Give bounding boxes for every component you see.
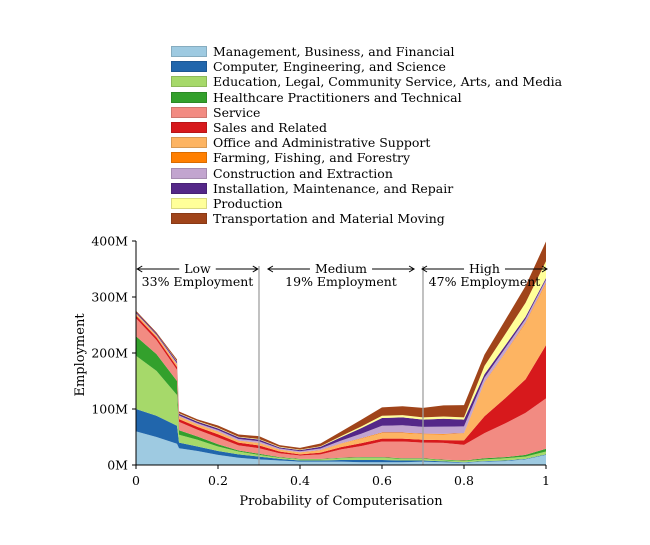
legend-item-management-business-and-financial: Management, Business, and Financial — [171, 44, 562, 59]
legend-swatch — [171, 167, 207, 179]
legend-swatch — [171, 61, 207, 73]
area-management-business-and-financial — [136, 431, 546, 465]
right-arrowhead-icon — [408, 265, 416, 273]
x-tick-label: 0.2 — [208, 473, 228, 488]
legend-swatch — [171, 106, 207, 118]
right-arrowhead-icon — [252, 265, 259, 273]
legend-swatch — [171, 76, 207, 88]
y-tick-label: 200M — [91, 346, 128, 361]
legend-label: Service — [213, 104, 261, 120]
legend: Management, Business, and Financial Compu… — [171, 44, 562, 226]
legend-item-computer-engineering-and-science: Computer, Engineering, and Science — [171, 59, 562, 74]
legend-swatch — [171, 137, 207, 149]
legend-label: Computer, Engineering, and Science — [213, 59, 446, 75]
y-tick-label: 300M — [91, 290, 128, 305]
annotation-label: Medium — [315, 261, 367, 276]
x-tick-label: 0.4 — [290, 473, 310, 488]
x-tick-label: 0.6 — [372, 473, 392, 488]
area-service — [136, 318, 546, 461]
y-tick-label: 400M — [91, 234, 128, 249]
legend-swatch — [171, 46, 207, 58]
legend-swatch — [171, 182, 207, 194]
annotation-share: 33% Employment — [142, 274, 254, 289]
x-tick-label: 1 — [542, 473, 550, 488]
legend-label: Transportation and Material Moving — [213, 211, 445, 227]
left-arrowhead-icon — [266, 265, 274, 273]
legend-label: Farming, Fishing, and Forestry — [213, 150, 411, 166]
legend-label: Production — [213, 195, 283, 211]
legend-item-farming-fishing-and-forestry: Farming, Fishing, and Forestry — [171, 150, 562, 165]
annotation-share: 47% Employment — [429, 274, 541, 289]
legend-item-sales-and-related: Sales and Related — [171, 120, 562, 135]
legend-item-healthcare-practitioners-and-technical: Healthcare Practitioners and Technical — [171, 90, 562, 105]
x-tick-label: 0 — [132, 473, 140, 488]
y-tick-label: 0M — [107, 458, 128, 473]
legend-label: Office and Administrative Support — [213, 135, 431, 151]
legend-item-construction-and-extraction: Construction and Extraction — [171, 166, 562, 181]
axes: 0 0.2 0.4 0.6 0.8 1 0M 100M 200M 300M 400M — [91, 234, 550, 489]
legend-swatch — [171, 152, 207, 164]
legend-swatch — [171, 197, 207, 209]
legend-label: Construction and Extraction — [213, 165, 393, 181]
legend-label: Sales and Related — [213, 120, 327, 136]
legend-item-transportation-and-material-moving: Transportation and Material Moving — [171, 211, 562, 226]
x-axis-label: Probability of Computerisation — [239, 494, 443, 509]
legend-item-installation-maintenance-and-repair: Installation, Maintenance, and Repair — [171, 181, 562, 196]
x-tick-label: 0.8 — [454, 473, 474, 488]
annotation-label: High — [469, 261, 500, 276]
area-layers — [136, 241, 546, 465]
left-arrowhead-icon — [136, 265, 143, 273]
legend-item-office-and-administrative-support: Office and Administrative Support — [171, 135, 562, 150]
left-arrowhead-icon — [421, 265, 428, 273]
legend-label: Installation, Maintenance, and Repair — [213, 180, 454, 196]
legend-item-service: Service — [171, 105, 562, 120]
annotation-label: Low — [184, 261, 211, 276]
legend-item-education-legal-community-service-arts-and-media: Education, Legal, Community Service, Art… — [171, 74, 562, 89]
right-arrowhead-icon — [541, 265, 548, 273]
y-tick-label: 100M — [91, 402, 128, 417]
legend-swatch — [171, 122, 207, 134]
legend-label: Management, Business, and Financial — [213, 44, 455, 60]
legend-label: Healthcare Practitioners and Technical — [213, 89, 462, 105]
region-dividers — [258, 266, 424, 465]
legend-swatch — [171, 213, 207, 225]
legend-swatch — [171, 91, 207, 103]
y-axis-label: Employment — [73, 313, 88, 397]
legend-item-production: Production — [171, 196, 562, 211]
annotation-share: 19% Employment — [285, 274, 397, 289]
legend-label: Education, Legal, Community Service, Art… — [213, 74, 563, 90]
